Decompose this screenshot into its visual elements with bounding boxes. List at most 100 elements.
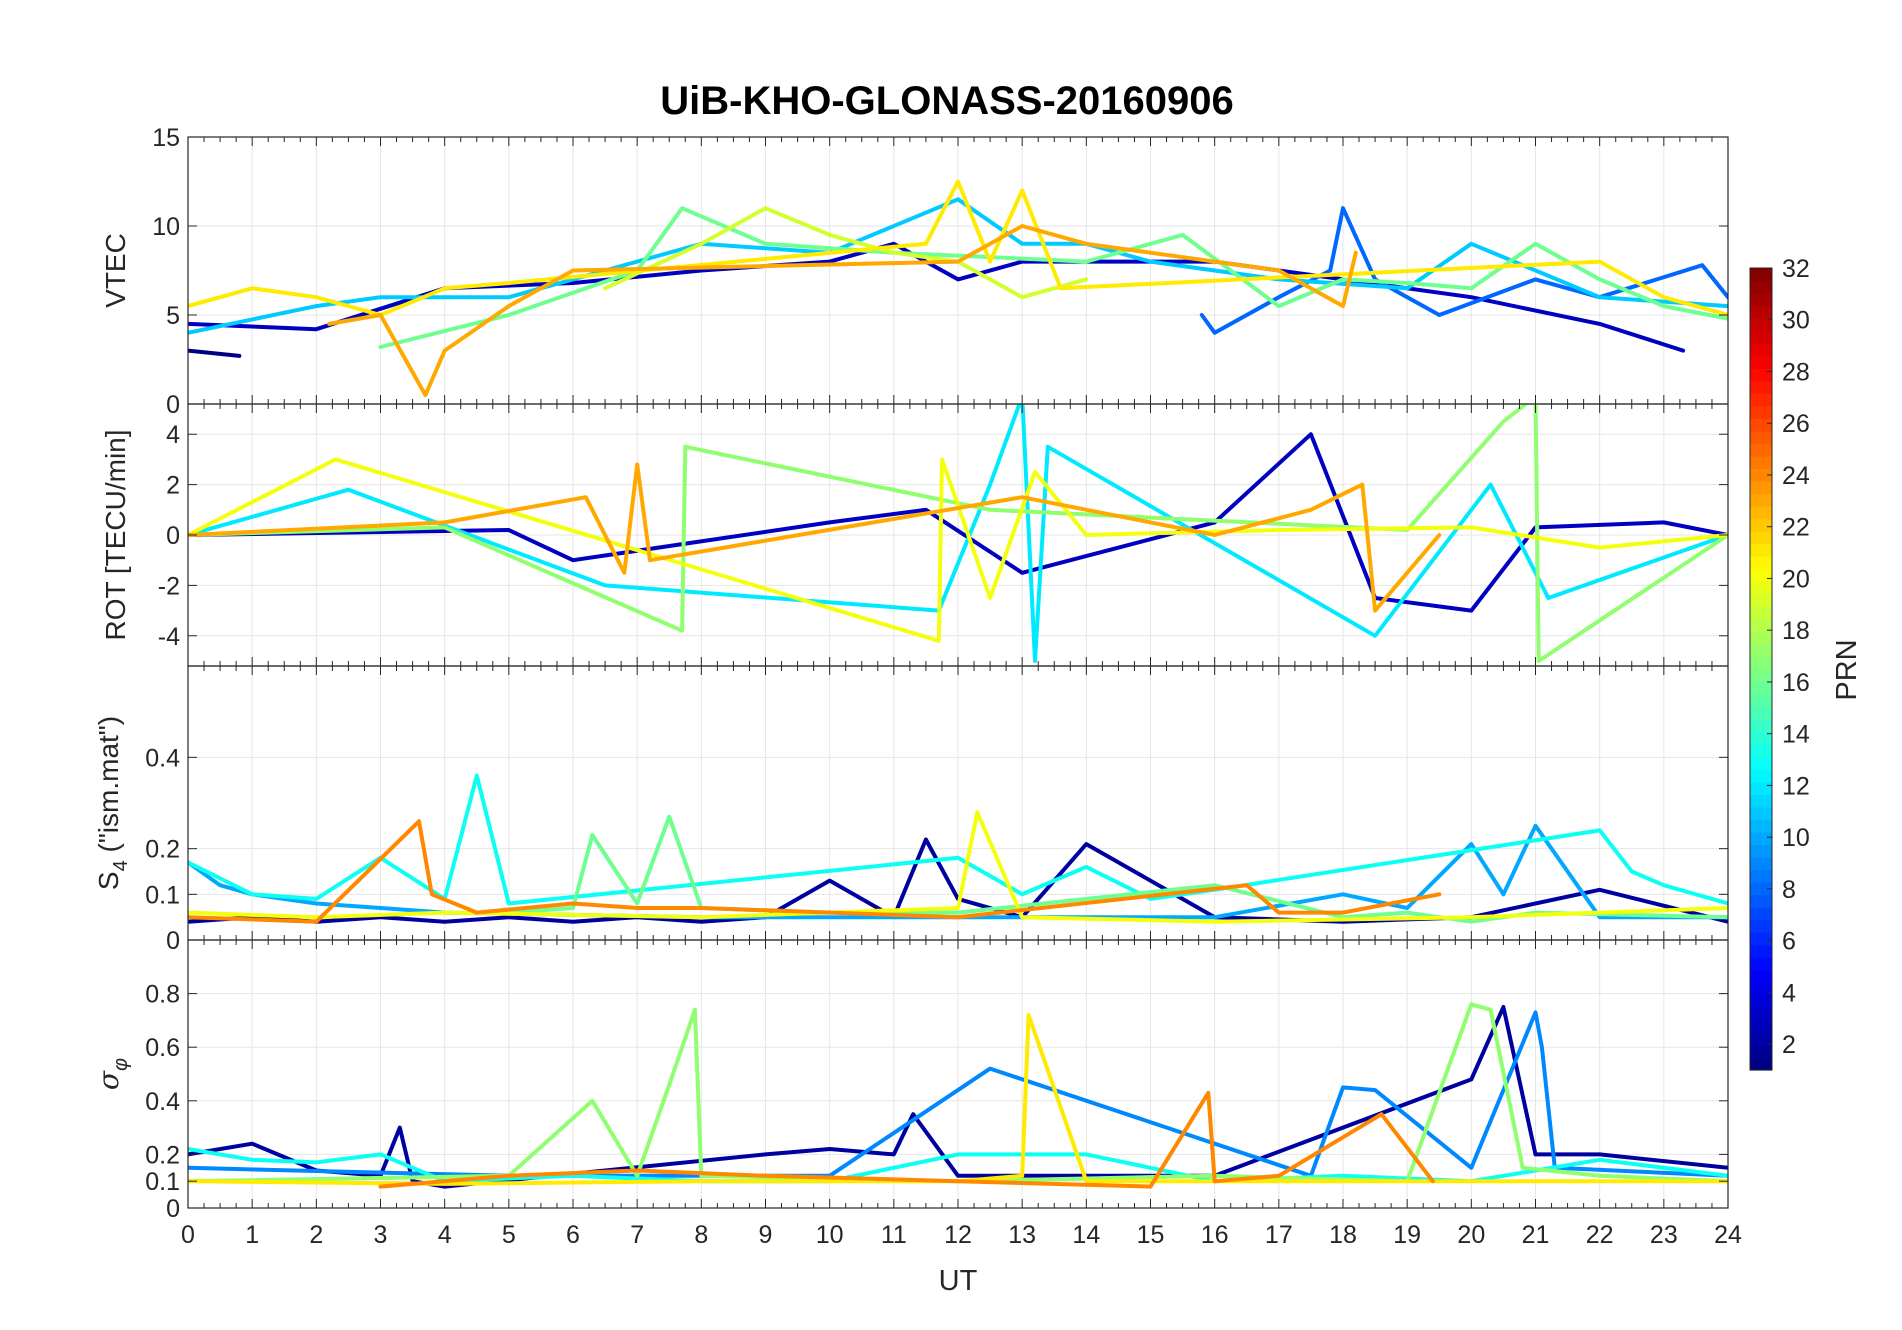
y-tick-label: 0.6 bbox=[145, 1034, 180, 1062]
colorbar-swatch bbox=[1750, 1044, 1772, 1059]
x-tick-label: 6 bbox=[566, 1221, 580, 1249]
colorbar-swatch bbox=[1750, 806, 1772, 820]
colorbar-swatch bbox=[1750, 493, 1772, 507]
colorbar-swatch bbox=[1750, 1057, 1772, 1071]
colorbar-swatch bbox=[1750, 355, 1772, 369]
y-tick-label: 0.8 bbox=[145, 981, 180, 1009]
x-tick-label: 10 bbox=[816, 1221, 844, 1249]
y-tick-label: 15 bbox=[152, 124, 180, 152]
colorbar-swatch bbox=[1750, 368, 1772, 382]
colorbar-swatch bbox=[1750, 982, 1772, 996]
colorbar-tick-label: 30 bbox=[1782, 307, 1810, 335]
colorbar-tick-label: 18 bbox=[1782, 617, 1810, 645]
colorbar-swatch bbox=[1750, 643, 1772, 658]
x-tick-label: 24 bbox=[1714, 1221, 1742, 1249]
series-line-prn-13 bbox=[188, 773, 1728, 906]
colorbar-swatch bbox=[1750, 330, 1772, 344]
series-line-prn-12 bbox=[188, 404, 1728, 663]
y-axis-label-main: ROT [TECU/min] bbox=[100, 429, 131, 640]
x-tick-label: 1 bbox=[245, 1221, 259, 1249]
series-line-prn-20 bbox=[188, 457, 1728, 643]
x-tick-label: 2 bbox=[309, 1221, 323, 1249]
series-line-prn-1 bbox=[188, 348, 242, 358]
colorbar-swatch bbox=[1750, 506, 1772, 520]
colorbar-swatch bbox=[1750, 882, 1772, 896]
x-tick-label: 3 bbox=[374, 1221, 388, 1249]
colorbar-swatch bbox=[1750, 694, 1772, 708]
colorbar-swatch bbox=[1750, 744, 1772, 758]
colorbar-swatch bbox=[1750, 343, 1772, 357]
y-tick-label: 0 bbox=[166, 522, 180, 550]
colorbar-frame bbox=[1749, 267, 1773, 1071]
x-tick-label: 23 bbox=[1650, 1221, 1678, 1249]
colorbar-swatch bbox=[1750, 731, 1772, 745]
series-group bbox=[188, 179, 1728, 398]
x-tick-label: 7 bbox=[630, 1221, 644, 1249]
colorbar-tick-label: 32 bbox=[1782, 255, 1810, 283]
colorbar-swatch bbox=[1750, 756, 1772, 770]
colorbar-swatch bbox=[1750, 418, 1772, 432]
colorbar-swatch bbox=[1750, 719, 1772, 733]
series-line-prn-21 bbox=[188, 1013, 1728, 1186]
colorbar-swatch bbox=[1750, 305, 1772, 319]
colorbar-swatch bbox=[1750, 618, 1772, 633]
series-line-prn-16 bbox=[506, 814, 1728, 924]
x-tick-label: 11 bbox=[881, 1221, 907, 1249]
y-axis-label-main: σ bbox=[92, 1070, 125, 1090]
colorbar-swatch bbox=[1750, 518, 1772, 532]
x-tick-label: 14 bbox=[1072, 1221, 1100, 1249]
colorbar-swatch bbox=[1750, 681, 1772, 695]
series-line-prn-21 bbox=[188, 179, 1728, 317]
colorbar-swatch bbox=[1750, 994, 1772, 1008]
panel-vtec: 0 5 10 15 VTEC bbox=[100, 124, 1729, 419]
series-line-prn-17 bbox=[188, 404, 1728, 663]
colorbar-tick-label: 16 bbox=[1782, 669, 1810, 697]
colorbar-tick-label: 8 bbox=[1782, 876, 1796, 904]
colorbar-swatch bbox=[1750, 393, 1772, 407]
y-tick-label: 0.1 bbox=[145, 1168, 180, 1196]
colorbar-swatch bbox=[1750, 568, 1772, 582]
colorbar-swatch bbox=[1750, 706, 1772, 720]
colorbar-swatch bbox=[1750, 656, 1772, 670]
colorbar-swatch bbox=[1750, 944, 1772, 958]
y-axis-label: S4 ("ism.mat") bbox=[93, 716, 132, 890]
y-axis-label-main: VTEC bbox=[100, 233, 131, 308]
colorbar-swatch bbox=[1750, 831, 1772, 846]
colorbar-swatch bbox=[1750, 781, 1772, 795]
colorbar-swatch bbox=[1750, 869, 1772, 883]
y-tick-label: 0.1 bbox=[145, 881, 180, 909]
y-tick-label: 0.2 bbox=[145, 1141, 180, 1169]
y-axis-label: ROT [TECU/min] bbox=[100, 429, 131, 640]
x-tick-label: 13 bbox=[1008, 1221, 1036, 1249]
series-group bbox=[188, 773, 1728, 924]
colorbar-swatch bbox=[1750, 481, 1772, 495]
colorbar-swatch bbox=[1750, 819, 1772, 833]
colorbar-swatch bbox=[1750, 969, 1772, 983]
y-axis-label-sub: 4 bbox=[110, 860, 132, 871]
x-tick-label: 19 bbox=[1393, 1221, 1421, 1249]
colorbar-tick-label: 28 bbox=[1782, 358, 1810, 386]
series-line-prn-23 bbox=[188, 462, 1442, 613]
series-line-prn-2 bbox=[188, 1005, 1728, 1189]
y-tick-label: 2 bbox=[166, 472, 180, 500]
y-tick-label: -2 bbox=[158, 572, 180, 600]
colorbar-tick-label: 10 bbox=[1782, 824, 1810, 852]
colorbar-tick-label: 4 bbox=[1782, 979, 1796, 1007]
series-line-prn-24 bbox=[378, 1090, 1435, 1189]
colorbar-swatch bbox=[1750, 844, 1772, 858]
colorbar-swatch bbox=[1750, 856, 1772, 871]
colorbar-swatch bbox=[1750, 556, 1772, 570]
x-tick-label: 9 bbox=[759, 1221, 773, 1249]
colorbar-swatch bbox=[1750, 669, 1772, 683]
y-tick-label: -4 bbox=[158, 623, 180, 651]
y-tick-label: 0.4 bbox=[145, 744, 180, 772]
y-tick-label: 0.4 bbox=[145, 1088, 180, 1116]
series-line-prn-20 bbox=[188, 810, 1728, 924]
colorbar-swatch bbox=[1750, 531, 1772, 545]
series-group bbox=[188, 404, 1728, 663]
colorbar-swatch bbox=[1750, 794, 1772, 808]
y-tick-label: 0 bbox=[166, 391, 180, 419]
